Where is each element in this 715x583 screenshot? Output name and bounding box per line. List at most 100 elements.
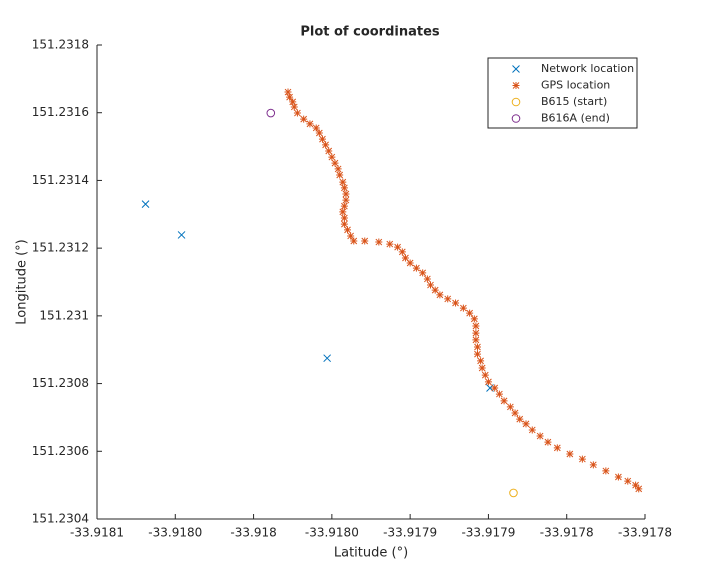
data-point (325, 147, 333, 155)
data-point (553, 444, 561, 452)
data-point (470, 315, 478, 323)
data-point (511, 409, 519, 417)
data-point (342, 196, 350, 204)
chart-title: Plot of coordinates (300, 25, 440, 40)
legend-label: B615 (start) (541, 95, 607, 108)
y-tick-label: 151.2306 (32, 444, 89, 458)
data-point (350, 237, 358, 245)
data-point (528, 426, 536, 434)
data-point (466, 309, 474, 317)
data-point (284, 88, 292, 96)
data-point (340, 214, 348, 222)
data-point (306, 120, 314, 128)
data-point (340, 220, 348, 228)
data-point (177, 231, 186, 239)
data-point (300, 115, 308, 123)
data-point (312, 124, 320, 132)
data-point (536, 432, 544, 440)
data-point (506, 403, 514, 411)
legend-label: Network location (541, 62, 634, 75)
y-tick-label: 151.2304 (32, 512, 89, 526)
data-point (491, 384, 499, 392)
data-point (361, 237, 369, 245)
data-point (336, 171, 344, 179)
x-tick-label: -33.9181 (70, 526, 124, 540)
y-tick-label: 151.2308 (32, 376, 89, 390)
data-point (347, 232, 355, 240)
data-point (426, 281, 434, 289)
data-point (452, 299, 460, 307)
legend-label: B616A (end) (541, 112, 610, 125)
data-point (340, 202, 348, 210)
legend-marker (511, 97, 521, 107)
x-tick-label: -33.9178 (540, 526, 594, 540)
data-point (141, 200, 150, 208)
data-point (340, 184, 348, 192)
data-point (473, 350, 481, 358)
data-point (289, 98, 297, 106)
data-point (419, 269, 427, 277)
data-point (509, 488, 518, 498)
data-point (522, 420, 530, 428)
x-tick-label: -33.9178 (618, 526, 672, 540)
legend-marker (511, 114, 521, 123)
data-point (632, 481, 640, 489)
data-point (578, 455, 586, 463)
data-point (339, 178, 347, 186)
data-point (398, 248, 406, 256)
data-point (423, 275, 431, 283)
data-point (339, 208, 347, 216)
legend-marker (512, 65, 520, 73)
data-point (401, 254, 409, 262)
data-point (331, 159, 339, 167)
x-tick-label: -33.9179 (383, 526, 437, 540)
data-point (472, 336, 480, 344)
data-point (478, 364, 486, 372)
y-tick-label: 151.2312 (32, 241, 89, 255)
data-point (334, 165, 342, 173)
data-point (624, 477, 632, 485)
x-tick-label: -33.9180 (305, 526, 359, 540)
legend-label: GPS location (541, 79, 610, 92)
data-point (481, 371, 489, 379)
data-point (412, 264, 420, 272)
legend-marker (512, 82, 520, 89)
data-point (266, 108, 276, 118)
data-point (500, 397, 508, 405)
y-tick-label: 151.2314 (32, 173, 89, 187)
data-point (472, 329, 480, 337)
y-axis-label: Longitude (°) (15, 239, 30, 324)
data-point (473, 343, 481, 351)
data-point (315, 129, 323, 137)
data-point (516, 415, 524, 423)
data-point (293, 109, 301, 117)
data-point (286, 93, 294, 101)
data-point (484, 378, 492, 386)
y-tick-label: 151.231 (39, 308, 89, 322)
data-point (342, 190, 350, 198)
data-point (406, 259, 414, 267)
data-point (436, 291, 444, 299)
x-tick-label: -33.9180 (148, 526, 202, 540)
data-point (431, 286, 439, 294)
x-tick-label: -33.9179 (461, 526, 515, 540)
data-point (459, 304, 467, 312)
x-axis-label: Latitude (°) (334, 546, 408, 561)
data-point (290, 103, 298, 111)
data-point (328, 153, 336, 161)
x-tick-label: -33.918 (230, 526, 276, 540)
data-point (472, 322, 480, 330)
data-point (394, 243, 402, 251)
data-point (444, 295, 452, 303)
data-point (344, 226, 352, 234)
data-point (318, 135, 326, 143)
data-point (477, 357, 485, 365)
data-point (375, 238, 383, 246)
data-point (589, 461, 597, 469)
y-tick-label: 151.2318 (32, 38, 89, 52)
data-point (566, 450, 574, 458)
data-point (614, 473, 622, 481)
data-point (635, 485, 643, 493)
data-point (386, 240, 394, 248)
